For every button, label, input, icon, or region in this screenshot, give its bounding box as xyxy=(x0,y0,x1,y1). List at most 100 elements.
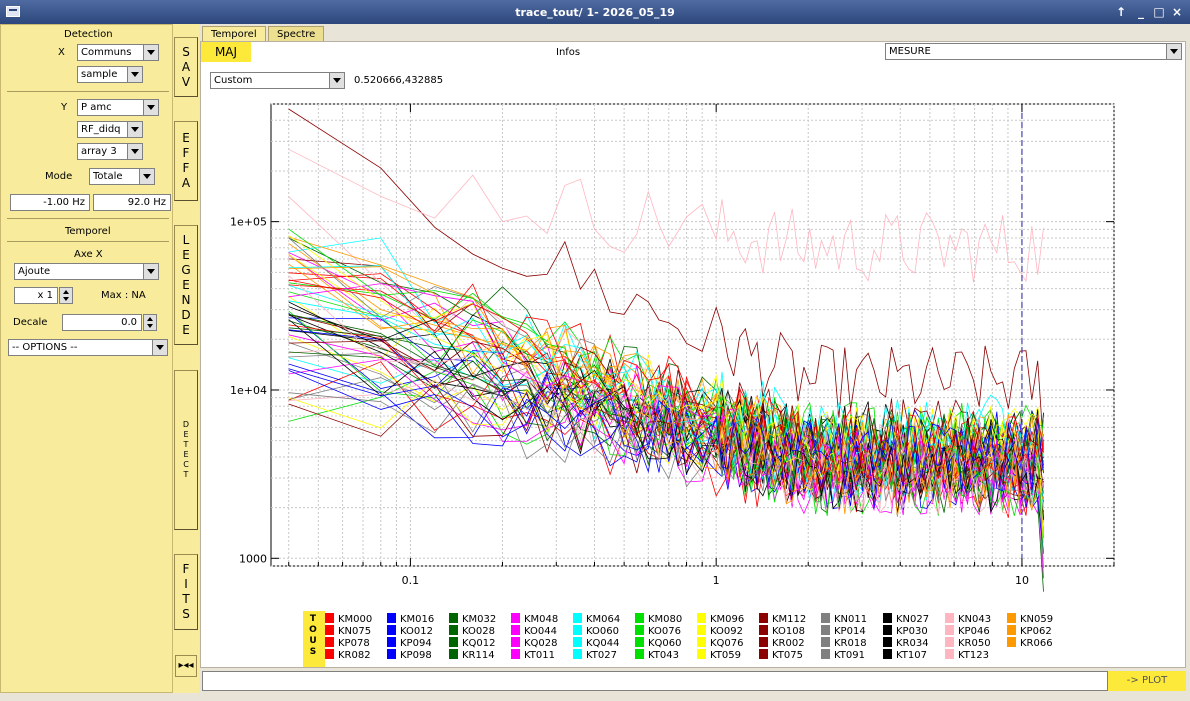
legend-item[interactable]: KT075 xyxy=(759,649,803,661)
maximize-icon[interactable]: □ xyxy=(1153,5,1165,19)
close-icon[interactable]: × xyxy=(1171,5,1183,19)
command-input[interactable] xyxy=(202,671,1108,691)
legend-item[interactable]: KN043 xyxy=(945,613,991,625)
multiplier-field[interactable]: x 1 xyxy=(14,287,58,304)
fits-tab[interactable]: FITS xyxy=(174,554,198,630)
legend-item[interactable]: KP098 xyxy=(387,649,432,661)
legend-item[interactable]: KR114 xyxy=(449,649,495,661)
chevron-down-icon xyxy=(127,122,142,137)
plot-button[interactable]: -> PLOT xyxy=(1108,671,1186,691)
legend-item[interactable]: KR066 xyxy=(1007,637,1053,649)
legend-item[interactable]: KP014 xyxy=(821,625,866,637)
legend-item[interactable]: KQ044 xyxy=(573,637,620,649)
window-menu-icon[interactable] xyxy=(6,6,20,17)
spectrum-chart[interactable]: 0.1 1 10 1000 1e+04 1e+05 xyxy=(201,66,1185,626)
y-select[interactable]: P amc xyxy=(77,99,159,116)
legend-item[interactable]: KQ012 xyxy=(449,637,496,649)
options-select[interactable]: -- OPTIONS -- xyxy=(8,339,168,356)
tab-temporel[interactable]: Temporel xyxy=(202,26,266,41)
legend-item[interactable]: KT123 xyxy=(945,649,989,661)
legende-tab[interactable]: LEGENDE xyxy=(174,225,198,345)
legend-item[interactable]: KO108 xyxy=(759,625,805,637)
legend-item[interactable]: KT027 xyxy=(573,649,617,661)
legend-item[interactable]: KT059 xyxy=(697,649,741,661)
legend-swatch xyxy=(573,649,582,659)
legend-item[interactable]: KM048 xyxy=(511,613,558,625)
multiplier-spinner[interactable] xyxy=(59,287,73,304)
y-tick-label: 1000 xyxy=(239,552,267,565)
chevron-down-icon xyxy=(152,340,167,355)
decale-spinner[interactable] xyxy=(143,314,157,331)
legend-item[interactable]: KP062 xyxy=(1007,625,1052,637)
mesure-select[interactable]: MESURE xyxy=(885,43,1182,60)
legend-item[interactable]: KN059 xyxy=(1007,613,1053,625)
x-tick-label: 1 xyxy=(713,574,720,587)
legend-item[interactable]: KR050 xyxy=(945,637,991,649)
minimize-icon[interactable]: _ xyxy=(1138,5,1144,19)
legend-item[interactable]: KM016 xyxy=(387,613,434,625)
tous-button[interactable]: TOUS xyxy=(303,611,325,667)
legend-item[interactable]: KT107 xyxy=(883,649,927,661)
legend-item[interactable]: KP046 xyxy=(945,625,990,637)
legend-item[interactable]: KM000 xyxy=(325,613,372,625)
legend-item[interactable]: KN027 xyxy=(883,613,929,625)
collapse-arrows-icon[interactable]: ▸◂◂ xyxy=(175,655,197,677)
custom-select[interactable]: Custom xyxy=(210,72,345,89)
legend-item[interactable]: KO028 xyxy=(449,625,495,637)
legend-swatch xyxy=(573,637,582,647)
legend-item[interactable]: KQ076 xyxy=(697,637,744,649)
legend-item[interactable]: KM080 xyxy=(635,613,682,625)
divider xyxy=(7,218,169,219)
legend-item[interactable]: KO076 xyxy=(635,625,681,637)
legend-item[interactable]: KN075 xyxy=(325,625,371,637)
legend-item[interactable]: KO060 xyxy=(573,625,619,637)
legend-item[interactable]: KM032 xyxy=(449,613,496,625)
series-line xyxy=(288,313,1044,486)
series-line xyxy=(288,266,1044,516)
legend-item[interactable]: KQ060 xyxy=(635,637,682,649)
freq-max-field[interactable]: 92.0 Hz xyxy=(93,194,171,211)
window-title: trace_tout/ 1- 2026_05_19 xyxy=(515,6,675,19)
legend-swatch xyxy=(697,625,706,635)
raise-icon[interactable]: ↑ xyxy=(1115,5,1127,19)
legend-item[interactable]: KM064 xyxy=(573,613,620,625)
axe-x-select[interactable]: Ajoute xyxy=(14,263,159,280)
legend-item[interactable]: KP094 xyxy=(387,637,432,649)
y-type-select[interactable]: RF_didq xyxy=(77,121,143,138)
series-line xyxy=(288,108,1044,448)
legend-item[interactable]: KR034 xyxy=(883,637,929,649)
legend-item[interactable]: KO012 xyxy=(387,625,433,637)
legend-label: KR002 xyxy=(772,638,805,649)
legend-item[interactable]: KR002 xyxy=(759,637,805,649)
decale-field[interactable]: 0.0 xyxy=(62,314,142,331)
legend-item[interactable]: KT011 xyxy=(511,649,555,661)
legend-item[interactable]: KR018 xyxy=(821,637,867,649)
legend-item[interactable]: KM112 xyxy=(759,613,806,625)
y-array-select[interactable]: array 3 xyxy=(77,143,143,160)
x-select[interactable]: Communs xyxy=(77,44,159,61)
mode-select[interactable]: Totale xyxy=(89,168,155,185)
legend-item[interactable]: KO044 xyxy=(511,625,557,637)
legend-label: KP098 xyxy=(400,650,432,661)
legend-item[interactable]: KR082 xyxy=(325,649,371,661)
legend-item[interactable]: KP078 xyxy=(325,637,370,649)
sav-tab[interactable]: SAV xyxy=(174,37,198,97)
detect-tab[interactable]: DETECT xyxy=(174,370,198,530)
legend-item[interactable]: KT091 xyxy=(821,649,865,661)
maj-button[interactable]: MAJ xyxy=(201,42,251,62)
legend-item[interactable]: KO092 xyxy=(697,625,743,637)
legend-swatch xyxy=(821,625,830,635)
legend-item[interactable]: KN011 xyxy=(821,613,867,625)
legend-item[interactable]: KT043 xyxy=(635,649,679,661)
freq-min-field[interactable]: -1.00 Hz xyxy=(10,194,90,211)
effa-tab[interactable]: EFFA xyxy=(174,121,198,201)
vertical-tabs: SAV EFFA LEGENDE DETECT FITS xyxy=(173,24,199,693)
axe-x-label: Axe X xyxy=(74,249,103,260)
detection-label: Detection xyxy=(64,29,113,40)
legend-item[interactable]: KP030 xyxy=(883,625,928,637)
tab-spectre[interactable]: Spectre xyxy=(268,26,325,41)
x-sample-select[interactable]: sample xyxy=(77,66,143,83)
legend-item[interactable]: KM096 xyxy=(697,613,744,625)
legend-label: KM064 xyxy=(586,614,621,625)
legend-item[interactable]: KQ028 xyxy=(511,637,558,649)
